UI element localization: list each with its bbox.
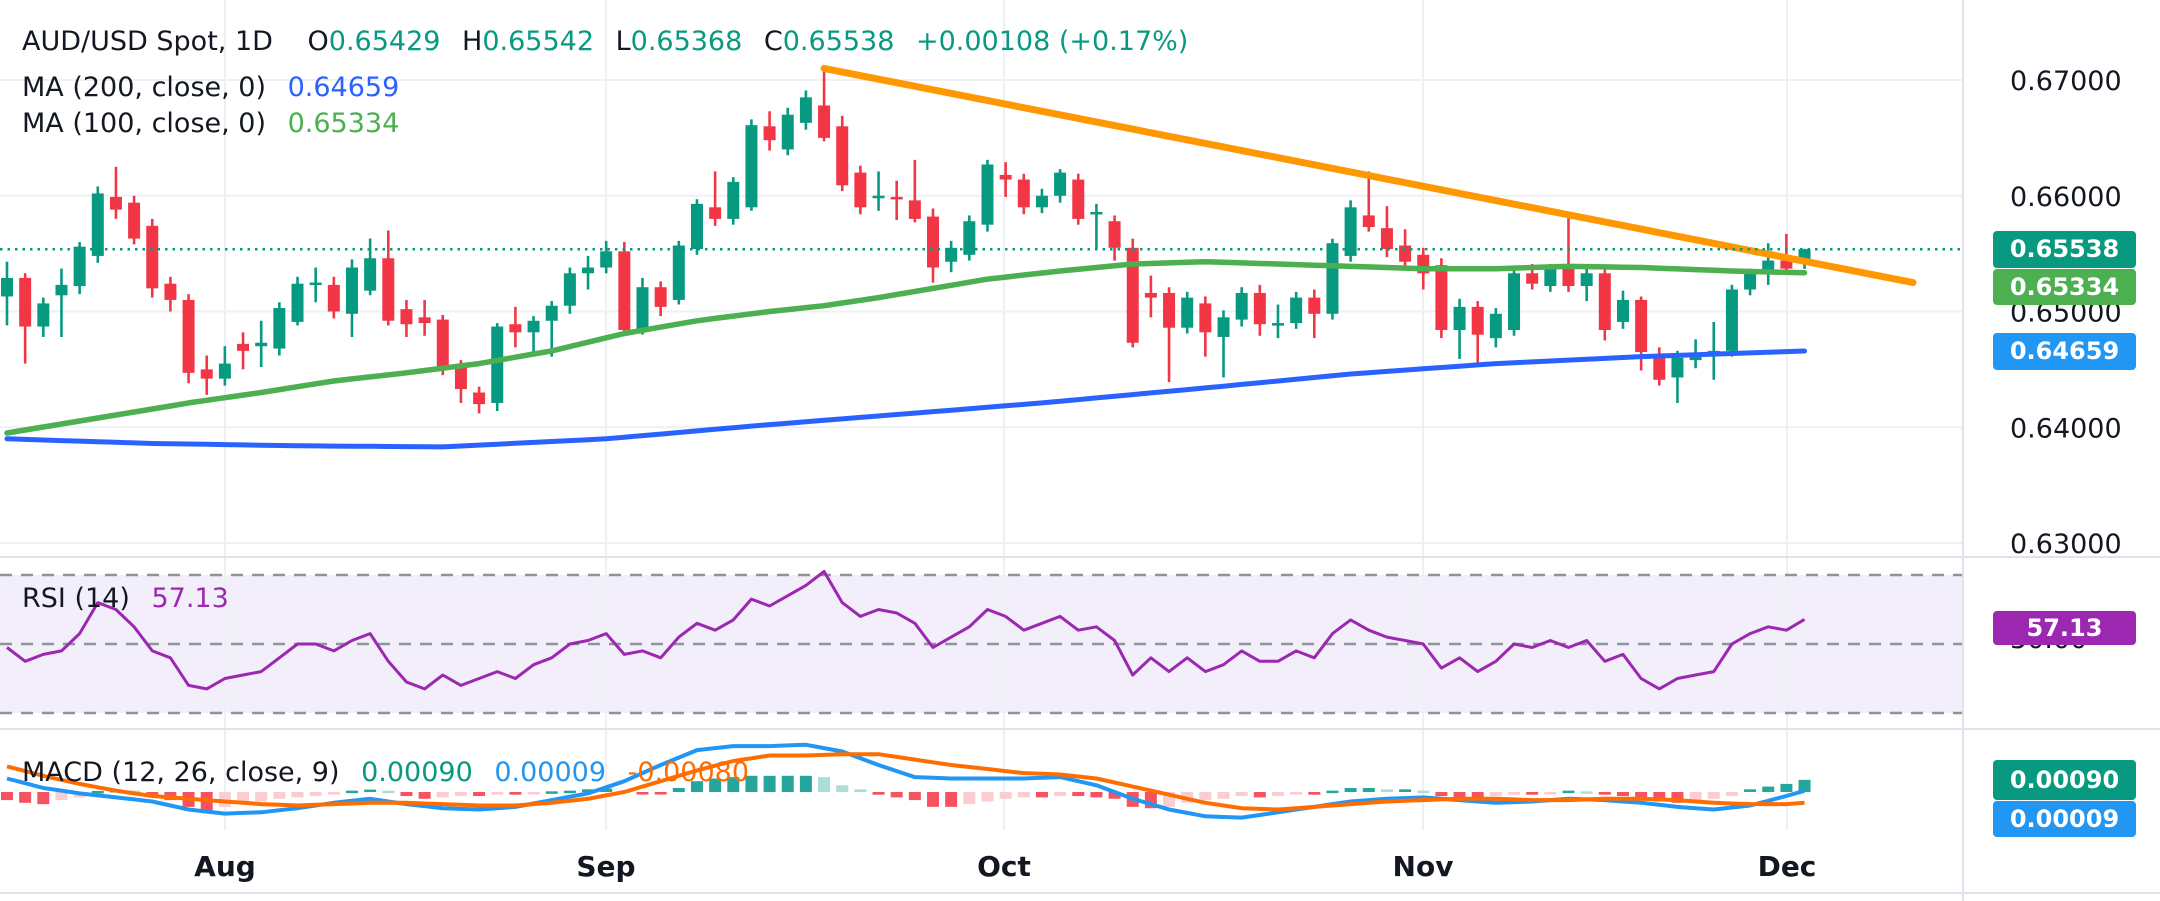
ma100-price-badge: 0.65334 — [1993, 269, 2136, 305]
open-value: 0.65429 — [328, 26, 441, 57]
rsi-value-badge: 57.13 — [1993, 611, 2136, 645]
close-value: 0.65538 — [782, 26, 895, 57]
ma200-label[interactable]: MA (200, close, 0) — [22, 72, 267, 103]
ma200-line[interactable] — [4, 348, 1807, 450]
change-value: +0.00108 (+0.17%) — [916, 26, 1189, 57]
ma100-value: 0.65334 — [287, 108, 400, 139]
macd-line-badge: 0.00009 — [1993, 801, 2136, 837]
rsi-label[interactable]: RSI (14) — [22, 583, 130, 614]
rsi-value: 57.13 — [151, 583, 229, 614]
macd-signal-value: -0.00080 — [627, 757, 750, 788]
ma200-legend: MA (200, close, 0) 0.64659 — [22, 72, 399, 103]
price-axis-label[interactable]: 0.67000 — [2010, 66, 2122, 97]
time-axis-label[interactable]: Sep — [576, 850, 635, 883]
ma100-label[interactable]: MA (100, close, 0) — [22, 108, 267, 139]
time-axis-label[interactable]: Oct — [977, 850, 1031, 883]
ma100-line[interactable] — [4, 258, 1808, 436]
time-axis-label[interactable]: Aug — [194, 850, 256, 883]
rsi-line[interactable] — [6, 570, 1806, 691]
ma200-price-badge: 0.64659 — [1993, 333, 2136, 370]
price-axis-label[interactable]: 0.63000 — [2010, 529, 2122, 560]
macd-signal-line[interactable] — [6, 752, 1805, 812]
open-label: O — [307, 26, 329, 57]
price-axis-label[interactable]: 0.66000 — [2010, 182, 2122, 213]
macd-histogram[interactable] — [1, 775, 1811, 811]
high-label: H — [462, 26, 483, 57]
low-label: L — [615, 26, 631, 57]
ma200-value: 0.64659 — [287, 72, 400, 103]
time-axis-label[interactable]: Nov — [1393, 850, 1454, 883]
close-label: C — [763, 26, 783, 57]
macd-label[interactable]: MACD (12, 26, close, 9) — [22, 757, 340, 788]
macd-line-value: 0.00009 — [494, 757, 607, 788]
high-value: 0.65542 — [482, 26, 594, 57]
trendline[interactable] — [820, 64, 1917, 287]
symbol-title[interactable]: AUD/USD Spot, 1D — [22, 26, 273, 57]
symbol-legend: AUD/USD Spot, 1D O0.65429 H0.65542 L0.65… — [22, 26, 1188, 57]
current-price-badge: 0.65538 — [1993, 231, 2136, 268]
low-value: 0.65368 — [630, 26, 743, 57]
ma100-legend: MA (100, close, 0) 0.65334 — [22, 108, 399, 139]
macd-hist-value: 0.00090 — [361, 757, 473, 788]
macd-legend: MACD (12, 26, close, 9) 0.00090 0.00009 … — [22, 757, 749, 788]
time-axis-label[interactable]: Dec — [1758, 850, 1817, 883]
time-axis[interactable]: Aug Sep Oct Nov Dec — [194, 850, 1816, 883]
macd-hist-badge: 0.00090 — [1993, 760, 2136, 800]
rsi-band — [0, 575, 1963, 713]
candlestick-series[interactable] — [1, 68, 1811, 414]
rsi-legend: RSI (14) 57.13 — [22, 583, 229, 614]
price-axis-label[interactable]: 0.64000 — [2010, 413, 2122, 444]
